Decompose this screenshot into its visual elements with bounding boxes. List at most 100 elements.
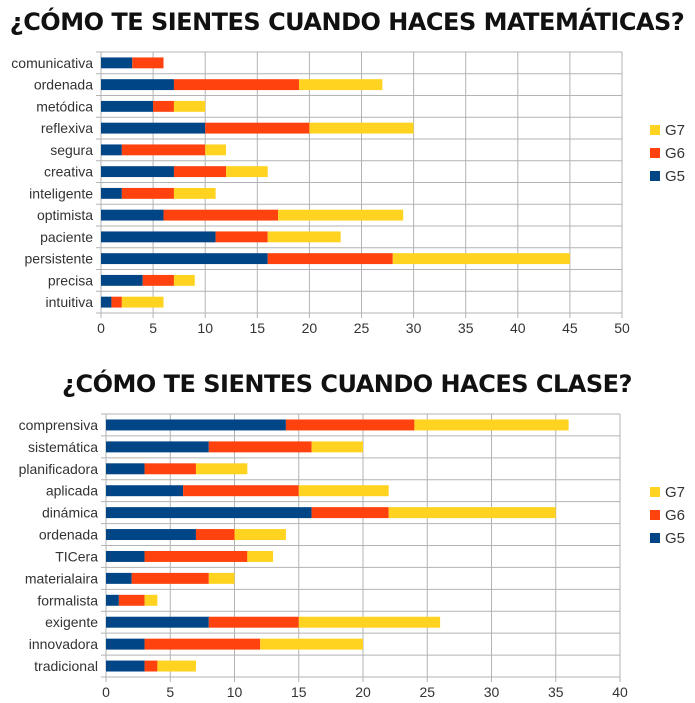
bar-g5-comprensiva	[106, 419, 286, 431]
bar-g5-optimista	[101, 209, 164, 221]
bar-g6-optimista	[163, 209, 279, 221]
x-tick-label: 15	[250, 320, 266, 336]
bar-g7-persistente	[392, 253, 570, 265]
category-label: planificadora	[19, 461, 99, 477]
x-tick-label: 25	[419, 684, 435, 700]
x-tick-label: 15	[291, 684, 307, 700]
x-tick-label: 50	[614, 320, 630, 336]
category-label: reflexiva	[41, 120, 93, 136]
category-label: precisa	[48, 272, 93, 288]
category-label: segura	[50, 142, 93, 158]
bar-g5-metódica	[101, 100, 154, 112]
legend-swatch-g7	[650, 487, 660, 497]
category-label: sistemática	[28, 439, 98, 455]
bar-g6-segura	[121, 144, 206, 156]
bar-g6-exigente	[208, 616, 299, 628]
chart-matematicas: ¿CÓMO TE SIENTES CUANDO HACES MATEMÁTICA…	[10, 6, 685, 336]
bar-g6-comunicativa	[132, 57, 164, 69]
bar-g5-dinámica	[106, 507, 312, 519]
bar-g5-ordenada	[101, 79, 174, 91]
category-label: aplicada	[46, 483, 98, 499]
chart-clase: ¿CÓMO TE SIENTES CUANDO HACES CLASE? 0 5 1…	[19, 368, 685, 700]
bar-g6-ordenada	[195, 529, 235, 541]
bar-g5-comunicativa	[101, 57, 133, 69]
x-tick-label: 40	[612, 684, 628, 700]
bar-g5-tradicional	[106, 660, 145, 672]
x-tick-label: 40	[510, 320, 526, 336]
category-label: inteligente	[29, 185, 93, 201]
category-label: intuitiva	[46, 294, 94, 310]
chart-title: ¿CÓMO TE SIENTES CUANDO HACES CLASE?	[62, 368, 632, 398]
bar-g6-formalista	[118, 594, 145, 606]
bar-g7-segura	[205, 144, 227, 156]
bar-g7-ticera	[247, 550, 274, 562]
category-label: TICera	[55, 548, 98, 564]
x-tick-label: 25	[354, 320, 370, 336]
category-label: formalista	[37, 592, 98, 608]
bar-g7-materialaira	[208, 572, 235, 584]
bar-g7-innovadora	[260, 638, 363, 650]
bar-g7-planificadora	[195, 463, 248, 475]
bar-g6-sistemática	[208, 441, 312, 453]
bar-g6-precisa	[142, 274, 174, 286]
bar-g6-comprensiva	[285, 419, 415, 431]
bar-g7-optimista	[278, 209, 404, 221]
bar-g6-materialaira	[131, 572, 209, 584]
bar-g5-segura	[101, 144, 122, 156]
bar-g6-ordenada	[173, 79, 299, 91]
x-tick-label: 10	[227, 684, 243, 700]
x-tick-label: 0	[97, 320, 105, 336]
bar-g7-aplicada	[298, 485, 389, 497]
category-label: dinámica	[42, 505, 98, 521]
category-label: ordenada	[39, 527, 98, 543]
x-tick-label: 10	[197, 320, 213, 336]
category-label: persistente	[25, 251, 94, 267]
bar-g6-persistente	[267, 253, 393, 265]
bar-g6-creativa	[173, 166, 227, 178]
category-label: comunicativa	[11, 55, 93, 71]
bar-g6-paciente	[215, 231, 268, 243]
bar-g7-precisa	[173, 274, 195, 286]
category-label: metódica	[36, 98, 93, 114]
legend-label-g7: G7	[665, 484, 685, 501]
bar-g5-intuitiva	[101, 296, 112, 308]
bar-g7-intuitiva	[121, 296, 164, 308]
x-tick-label: 30	[484, 684, 500, 700]
bar-g5-innovadora	[106, 638, 145, 650]
bar-g6-planificadora	[144, 463, 196, 475]
bar-g6-intuitiva	[111, 296, 122, 308]
bar-g7-formalista	[144, 594, 158, 606]
bar-g7-tradicional	[157, 660, 196, 672]
x-tick-label: 30	[406, 320, 422, 336]
bar-g6-inteligente	[121, 187, 174, 199]
bar-g7-metódica	[173, 100, 206, 112]
bar-g6-aplicada	[183, 485, 299, 497]
bar-g5-aplicada	[106, 485, 184, 497]
bar-g7-ordenada	[234, 529, 286, 541]
bar-g7-sistemática	[311, 441, 363, 453]
x-tick-label: 0	[102, 684, 110, 700]
legend-label-g5: G5	[665, 168, 685, 185]
bar-g7-reflexiva	[309, 122, 414, 134]
bar-g5-exigente	[106, 616, 209, 628]
bar-g7-dinámica	[388, 507, 556, 519]
bar-g7-inteligente	[173, 187, 216, 199]
bar-g7-comprensiva	[414, 419, 569, 431]
legend-label-g6: G6	[665, 145, 685, 162]
bar-g6-ticera	[144, 550, 248, 562]
category-label: materialaira	[25, 570, 98, 586]
x-tick-label: 20	[302, 320, 318, 336]
chart-title: ¿CÓMO TE SIENTES CUANDO HACES MATEMÁTICA…	[10, 6, 684, 36]
bar-g6-reflexiva	[205, 122, 310, 134]
x-tick-label: 20	[355, 684, 371, 700]
bar-g5-inteligente	[101, 187, 122, 199]
bar-g5-ordenada	[106, 529, 196, 541]
bar-g6-dinámica	[311, 507, 389, 519]
bar-g5-reflexiva	[101, 122, 206, 134]
category-label: creativa	[44, 164, 93, 180]
legend-label-g6: G6	[665, 507, 685, 524]
bar-g5-paciente	[101, 231, 216, 243]
legend-swatch-g6	[650, 510, 660, 520]
legend-label-g7: G7	[665, 122, 685, 139]
